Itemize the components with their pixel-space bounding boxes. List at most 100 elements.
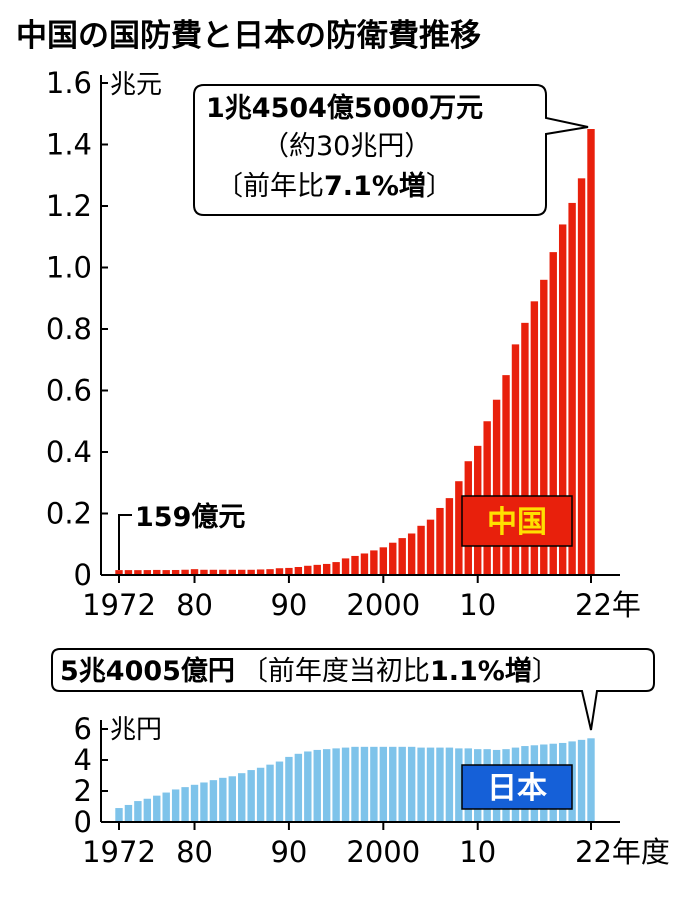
china-bar [228, 569, 236, 575]
japan-x-tick-label: 10 [459, 835, 496, 869]
japan-bar [379, 746, 388, 822]
japan-bar [200, 782, 208, 822]
china-x-tick-label: 2000 [346, 588, 420, 622]
china-bar [124, 570, 133, 575]
japan-x-tick-label: 2000 [346, 835, 420, 869]
china-bar [445, 498, 454, 575]
china-bar [351, 555, 359, 575]
japan-bar [322, 749, 331, 822]
japan-bar [389, 746, 397, 822]
china-x-tick-label: 22年 [575, 588, 641, 622]
japan-bar [445, 747, 454, 822]
japan-callout-box [51, 648, 655, 731]
china-bar [266, 569, 274, 575]
china-x-tick-label: 90 [270, 588, 307, 622]
china-badge-label: 中国 [487, 505, 547, 540]
china-bar [341, 558, 350, 575]
japan-bar [332, 748, 340, 822]
china-y-tick-label: 0.6 [46, 374, 92, 408]
japan-bar [313, 749, 321, 822]
china-callout-growth-b: 7.1%増 [324, 170, 426, 202]
japan-callout-amount: 5兆4005億円 [60, 656, 235, 687]
japan-bar [426, 747, 435, 822]
china-start-leader [118, 514, 132, 570]
japan-bar [256, 767, 265, 822]
japan-bar [228, 776, 236, 822]
japan-badge [461, 764, 573, 810]
japan-y-tick-label: 0 [74, 805, 92, 839]
japan-callout-growth-c: 〕 [532, 656, 559, 687]
china-bar [247, 569, 255, 575]
japan-x-tick-label: 22年度 [575, 835, 670, 869]
china-bar [256, 569, 265, 575]
china-bar [209, 569, 218, 575]
china-panel: 兆元 1.6 1.4 1.2 1.0 0.8 0.6 0.4 0.2 0 1972 80 90 200… [46, 66, 641, 622]
japan-bar [124, 804, 133, 822]
china-start-label: 159億元 [135, 502, 245, 533]
china-bar [417, 525, 425, 575]
china-bar [370, 550, 378, 575]
japan-badge-label: 日本 [487, 771, 547, 806]
china-y-tick-label: 1.0 [46, 251, 92, 285]
china-bar [162, 570, 170, 575]
japan-callout-text: 5兆4005億円 〔前年度当初比1.1%増〕 [60, 655, 559, 687]
china-y-tick-label: 0.2 [46, 497, 92, 531]
china-bar [389, 542, 397, 575]
japan-bar [417, 747, 425, 822]
china-bar [219, 569, 227, 575]
japan-bar [341, 747, 350, 822]
japan-bar [190, 784, 199, 822]
china-y-tick-label: 1.2 [46, 189, 92, 223]
china-x-ticks: 1972 80 90 2000 10 22年 [82, 575, 641, 622]
china-bar [502, 375, 510, 575]
japan-bar [209, 780, 218, 822]
china-bar [115, 570, 123, 575]
china-bar [492, 399, 501, 575]
china-bar [530, 301, 539, 575]
china-bar [549, 252, 557, 575]
china-bar [304, 565, 312, 575]
japan-x-ticks: 1972 80 90 2000 10 22年度 [82, 822, 670, 869]
china-bar [398, 538, 406, 575]
japan-bar [238, 773, 246, 822]
china-bar [238, 569, 246, 575]
china-bar [275, 568, 284, 575]
japan-y-tick-label: 4 [74, 743, 92, 777]
china-badge [461, 495, 573, 547]
china-bar [521, 322, 529, 575]
china-y-tick-label: 0 [74, 558, 92, 592]
japan-y-tick-label: 2 [74, 774, 92, 808]
japan-x-tick-label: 1972 [82, 835, 156, 869]
china-y-ticks: 1.6 1.4 1.2 1.0 0.8 0.6 0.4 0.2 0 [46, 66, 108, 592]
china-bar [285, 567, 293, 575]
china-bar [407, 533, 416, 575]
japan-bar [143, 798, 152, 822]
japan-bar [436, 747, 444, 822]
japan-x-tick-label: 80 [176, 835, 213, 869]
china-bar [181, 569, 189, 575]
japan-bar [219, 777, 227, 822]
china-callout-growth-a: 〔前年比 [216, 171, 324, 202]
japan-bar [162, 792, 170, 822]
japan-y-tick-label: 6 [74, 712, 92, 746]
japan-bar [360, 746, 369, 822]
china-x-tick-label: 1972 [82, 588, 156, 622]
china-unit-label: 兆元 [110, 70, 162, 100]
china-callout-growth-c: 〕 [426, 171, 453, 202]
china-bar [436, 507, 444, 575]
japan-bar [171, 789, 180, 822]
china-callout-yen: （約30兆円） [262, 131, 431, 162]
china-y-tick-label: 0.8 [46, 312, 92, 346]
china-bar [313, 564, 321, 575]
china-bar [360, 553, 369, 575]
japan-x-tick-label: 90 [270, 835, 307, 869]
china-callout-box [193, 84, 589, 216]
china-bar [322, 563, 331, 575]
china-bar [200, 569, 208, 575]
japan-bar [153, 795, 161, 822]
japan-bar [577, 739, 586, 822]
japan-unit-label: 兆円 [110, 715, 162, 745]
china-bar [379, 547, 388, 575]
